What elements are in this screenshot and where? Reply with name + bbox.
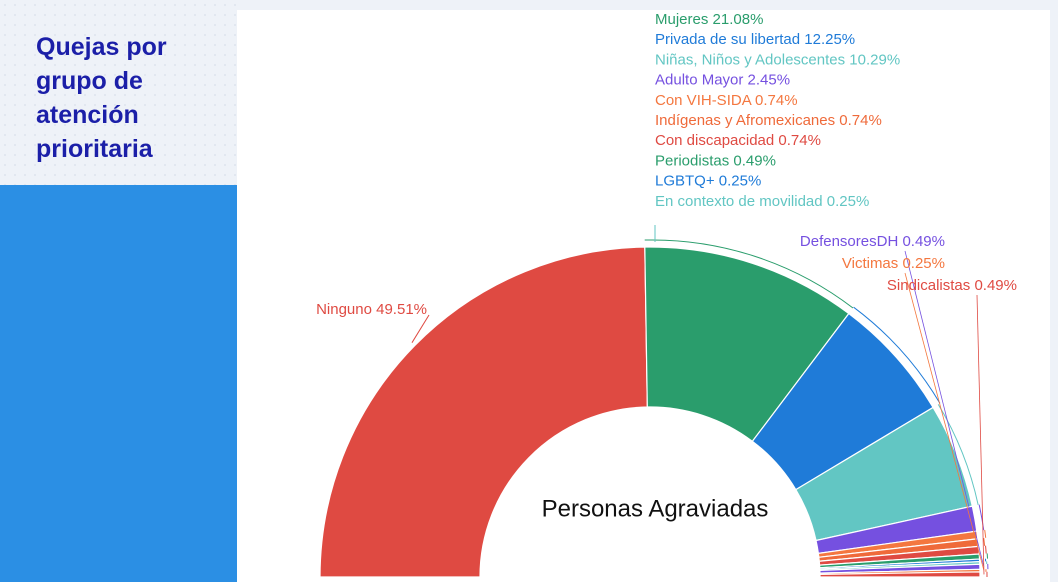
slice (819, 571, 981, 578)
data-label: Privada de su libertad 12.25% (655, 31, 855, 48)
data-label: Niñas, Niños y Adolescentes 10.29% (655, 51, 900, 68)
label-name: Ninguno (316, 301, 372, 318)
label-name: Victimas (842, 255, 898, 272)
chart-title: Quejas por grupo de atención prioritaria (36, 33, 167, 163)
leader-line (904, 250, 985, 567)
label-value: 0.49% (974, 277, 1017, 294)
outer-arc (983, 537, 986, 546)
data-label: LGBTQ+ 0.25% (655, 173, 761, 190)
label-value: 0.25% (902, 255, 945, 272)
label-value: 0.74% (839, 112, 882, 129)
label-value: 12.25% (804, 31, 855, 48)
center-label: Personas Agraviadas (542, 495, 769, 522)
label-value: 10.29% (849, 51, 900, 68)
outer-arc (937, 404, 979, 505)
data-label: DefensoresDH 0.49% (800, 233, 945, 250)
data-label: Con VIH-SIDA 0.74% (655, 92, 798, 109)
outer-arc (978, 504, 985, 531)
label-name: Periodistas (655, 152, 729, 169)
label-value: 0.49% (733, 152, 776, 169)
label-name: Niñas, Niños y Adolescentes (655, 51, 845, 68)
label-name: Mujeres (655, 11, 708, 28)
data-label: Adulto Mayor 2.45% (655, 72, 790, 89)
label-name: Privada de su libertad (655, 31, 800, 48)
outer-arc (644, 239, 854, 309)
label-value: 49.51% (376, 301, 427, 318)
label-value: 0.74% (755, 92, 798, 109)
label-value: 0.25% (827, 193, 870, 210)
label-value: 0.49% (902, 233, 945, 250)
leader-line (904, 272, 985, 571)
label-value: 0.25% (719, 173, 762, 190)
label-name: Indígenas y Afromexicanes (655, 112, 835, 129)
outer-arc (985, 545, 987, 554)
side-panel (0, 185, 237, 582)
data-label: Victimas 0.25% (842, 255, 945, 272)
data-label: Sindicalistas 0.49% (887, 277, 1017, 294)
slice (319, 246, 648, 578)
label-name: LGBTQ+ (655, 173, 715, 190)
label-name: DefensoresDH (800, 233, 898, 250)
outer-arc (853, 306, 941, 404)
data-label: Ninguno 49.51% (316, 301, 427, 318)
title-panel (0, 0, 237, 185)
data-label: Con discapacidad 0.74% (655, 132, 821, 149)
leader-line (411, 314, 430, 343)
data-label: Indígenas y Afromexicanes 0.74% (655, 112, 882, 129)
label-name: Sindicalistas (887, 277, 970, 294)
label-name: Con discapacidad (655, 132, 774, 149)
label-name: Con VIH-SIDA (655, 92, 752, 109)
label-value: 0.74% (778, 132, 821, 149)
data-label: Mujeres 21.08% (655, 11, 763, 28)
label-name: Adulto Mayor (655, 72, 743, 89)
data-label: Periodistas 0.49% (655, 152, 776, 169)
label-name: En contexto de movilidad (655, 193, 823, 210)
data-label: En contexto de movilidad 0.25% (655, 193, 869, 210)
label-value: 2.45% (748, 72, 791, 89)
label-value: 21.08% (713, 11, 764, 28)
leader-line (976, 294, 985, 575)
outer-arc (984, 529, 987, 538)
